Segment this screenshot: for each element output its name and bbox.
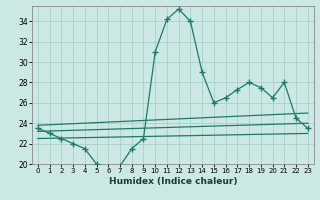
- X-axis label: Humidex (Indice chaleur): Humidex (Indice chaleur): [108, 177, 237, 186]
